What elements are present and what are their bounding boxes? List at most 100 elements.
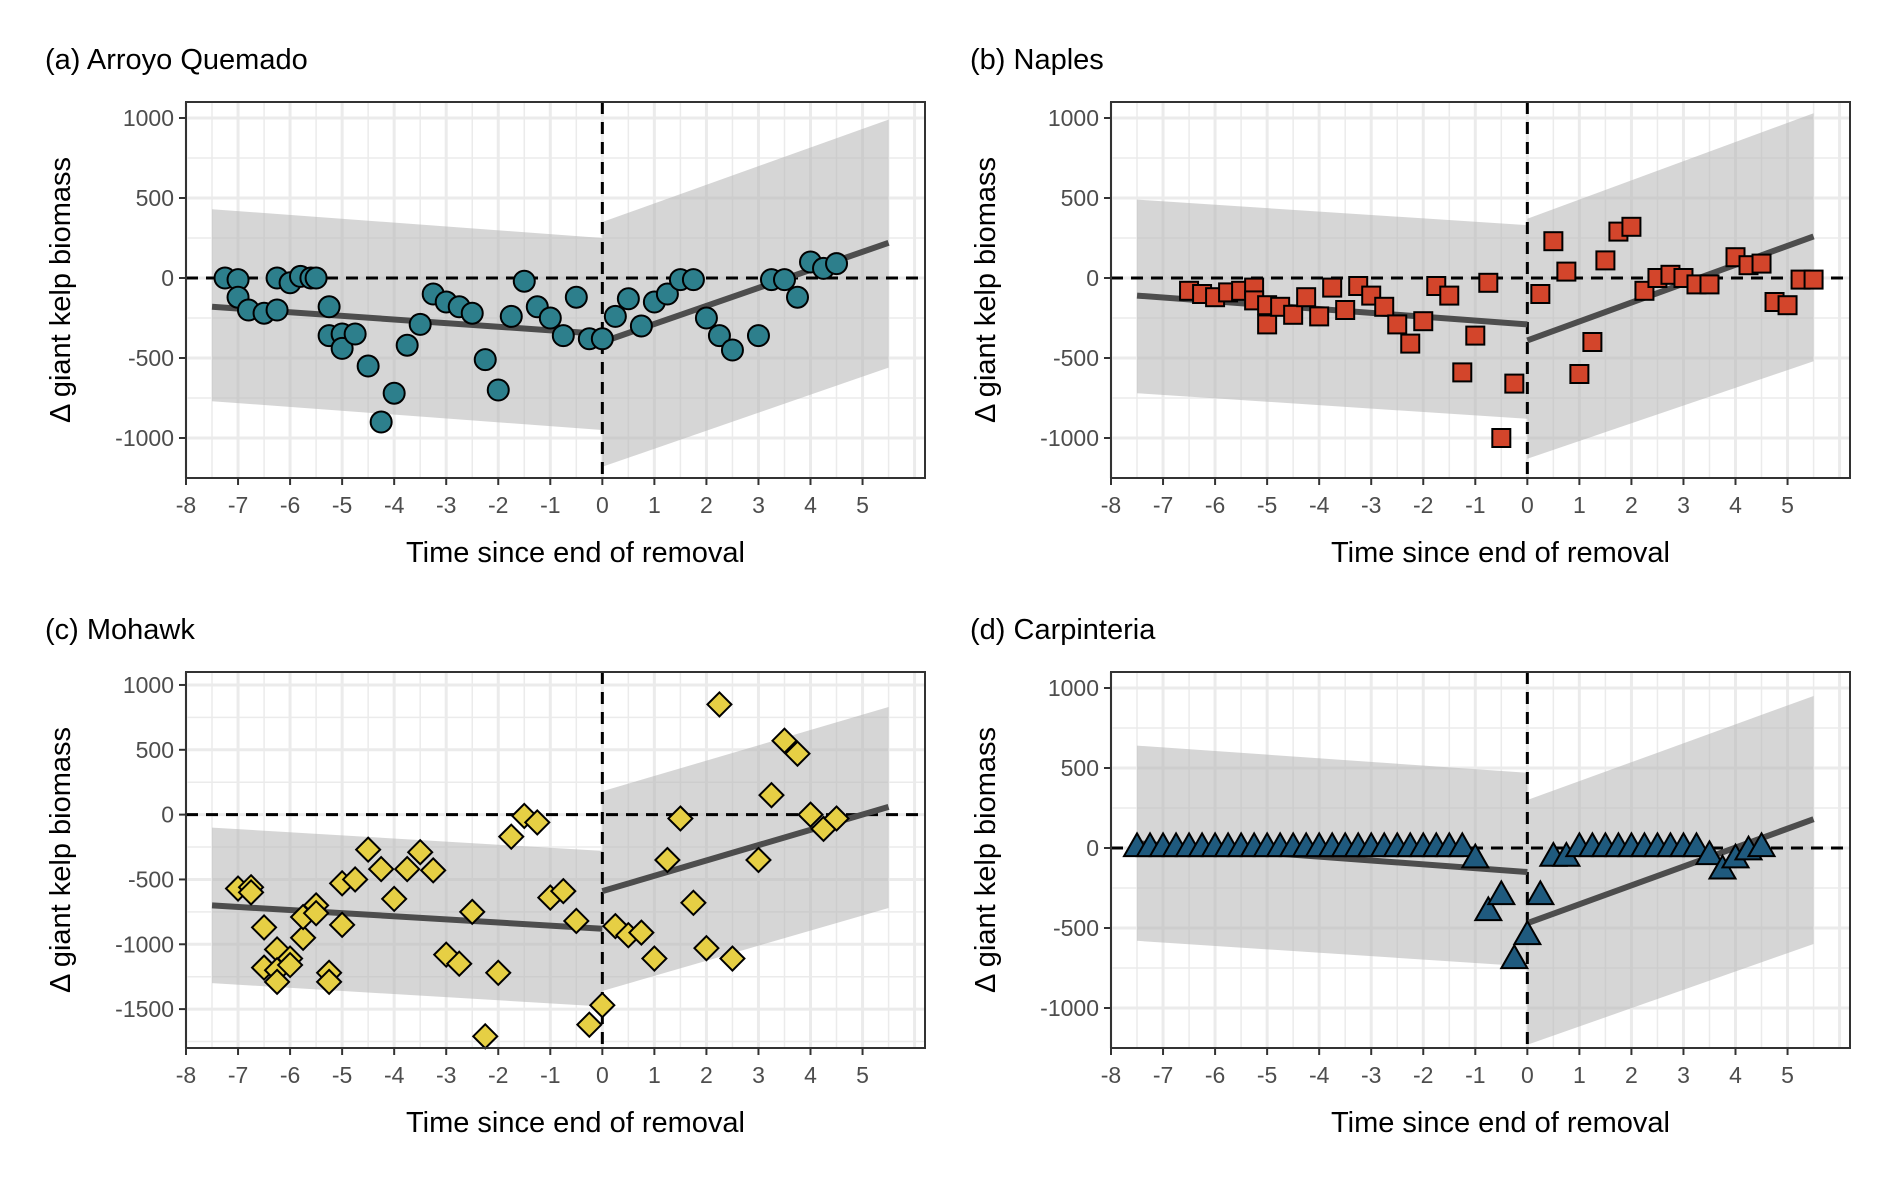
x-axis-label: Time since end of removal bbox=[1331, 537, 1670, 569]
data-point bbox=[694, 306, 718, 330]
data-point bbox=[458, 898, 486, 926]
data-point bbox=[1504, 373, 1525, 394]
data-point bbox=[562, 907, 590, 935]
data-point bbox=[512, 269, 536, 293]
data-point bbox=[419, 856, 447, 884]
data-point bbox=[1499, 943, 1530, 970]
data-point bbox=[302, 899, 330, 927]
x-tick-label: -5 bbox=[1257, 1062, 1277, 1088]
data-point bbox=[330, 336, 354, 360]
x-tick-label: -8 bbox=[1101, 492, 1121, 518]
x-tick-label: 0 bbox=[1521, 492, 1534, 518]
data-point bbox=[1543, 231, 1564, 252]
panel-title: (d) Carpinteria bbox=[970, 614, 1156, 646]
x-axis-label: Time since end of removal bbox=[1331, 1107, 1670, 1139]
plot-border bbox=[185, 101, 926, 479]
x-tick-label: -3 bbox=[1361, 492, 1381, 518]
fit-line-before bbox=[211, 902, 603, 932]
x-tick-label: -4 bbox=[1309, 1062, 1330, 1088]
y-tick-label: 1000 bbox=[123, 105, 174, 131]
data-point bbox=[681, 268, 705, 292]
y-tick-label: -500 bbox=[128, 345, 174, 371]
y-tick-label: 0 bbox=[161, 802, 174, 828]
panel-3: (d) Carpinteria -8 -7 -6 -5 -4 -3 -2 -1 0 1 2 3 4 5 100… bbox=[970, 614, 1851, 1139]
data-point bbox=[538, 306, 562, 330]
x-tick-label: -6 bbox=[1205, 1062, 1225, 1088]
data-point bbox=[523, 808, 551, 836]
data-point bbox=[445, 950, 473, 978]
data-point bbox=[1699, 274, 1720, 295]
data-point bbox=[1582, 332, 1603, 352]
plot-border bbox=[1110, 671, 1851, 1049]
data-point bbox=[1387, 314, 1408, 335]
data-point bbox=[706, 690, 733, 718]
data-point bbox=[395, 333, 419, 357]
data-point bbox=[380, 885, 408, 913]
x-tick-label: -7 bbox=[1153, 492, 1173, 518]
data-point bbox=[1309, 306, 1330, 327]
data-point bbox=[304, 266, 328, 290]
x-tick-label: 1 bbox=[648, 1062, 661, 1088]
data-point bbox=[393, 855, 421, 883]
data-point bbox=[1777, 295, 1798, 316]
x-tick-label: -5 bbox=[1257, 492, 1277, 518]
x-tick-label: -3 bbox=[1361, 1062, 1381, 1088]
x-tick-label: -2 bbox=[488, 492, 508, 518]
data-point bbox=[616, 287, 640, 311]
y-tick-label: -500 bbox=[1053, 915, 1099, 941]
x-tick-label: 2 bbox=[700, 1062, 713, 1088]
data-point bbox=[1569, 364, 1590, 384]
data-point bbox=[356, 354, 380, 378]
data-point bbox=[823, 805, 850, 832]
x-tick-label: -7 bbox=[228, 492, 248, 518]
data-point bbox=[1460, 842, 1491, 869]
data-point bbox=[1296, 287, 1317, 308]
x-axis-label: Time since end of removal bbox=[406, 1107, 745, 1139]
x-tick-label: 2 bbox=[1625, 1062, 1638, 1088]
data-point bbox=[785, 285, 809, 309]
data-point bbox=[328, 911, 356, 939]
data-point bbox=[1452, 362, 1473, 383]
panel-title: (c) Mohawk bbox=[45, 614, 195, 646]
data-point bbox=[825, 252, 849, 276]
data-point bbox=[460, 301, 484, 325]
data-point bbox=[317, 295, 341, 319]
data-point bbox=[1512, 919, 1543, 946]
x-tick-label: -6 bbox=[280, 1062, 300, 1088]
y-axis-label: Δ giant kelp biomass bbox=[970, 727, 1002, 993]
data-point bbox=[1530, 284, 1551, 304]
x-tick-label: 0 bbox=[1521, 1062, 1534, 1088]
fit-line-after bbox=[1526, 816, 1815, 927]
data-point bbox=[1465, 325, 1486, 346]
x-tick-label: -4 bbox=[384, 492, 405, 518]
panel-2: (c) Mohawk -8 -7 -6 -5 -4 -3 -2 -1 0 1 2 3 4 5 1000 500 0… bbox=[45, 614, 926, 1139]
data-point bbox=[315, 968, 343, 996]
data-point bbox=[1335, 300, 1356, 320]
data-point bbox=[484, 959, 512, 987]
data-point bbox=[1525, 879, 1556, 906]
plot-border bbox=[1110, 101, 1851, 479]
data-point bbox=[797, 801, 824, 829]
data-point bbox=[1681, 831, 1712, 858]
data-point bbox=[1621, 216, 1642, 237]
x-tick-label: 4 bbox=[1729, 492, 1742, 518]
y-tick-label: -1000 bbox=[115, 931, 174, 957]
data-point bbox=[590, 327, 614, 351]
data-point bbox=[666, 805, 694, 832]
x-axis-label: Time since end of removal bbox=[406, 537, 745, 569]
y-tick-label: 0 bbox=[1086, 265, 1099, 291]
y-tick-label: 500 bbox=[136, 185, 174, 211]
data-point bbox=[343, 322, 367, 346]
y-tick-label: -1000 bbox=[1040, 425, 1099, 451]
data-point bbox=[640, 945, 668, 972]
x-tick-label: -1 bbox=[540, 492, 560, 518]
x-tick-label: -6 bbox=[1205, 492, 1225, 518]
x-tick-label: 0 bbox=[596, 1062, 609, 1088]
x-tick-label: 1 bbox=[648, 492, 661, 518]
data-point bbox=[1556, 261, 1577, 282]
x-tick-label: -7 bbox=[228, 1062, 248, 1088]
data-point bbox=[1746, 831, 1777, 858]
x-tick-label: -1 bbox=[540, 1062, 560, 1088]
data-point bbox=[1751, 253, 1772, 274]
data-point bbox=[473, 348, 497, 372]
